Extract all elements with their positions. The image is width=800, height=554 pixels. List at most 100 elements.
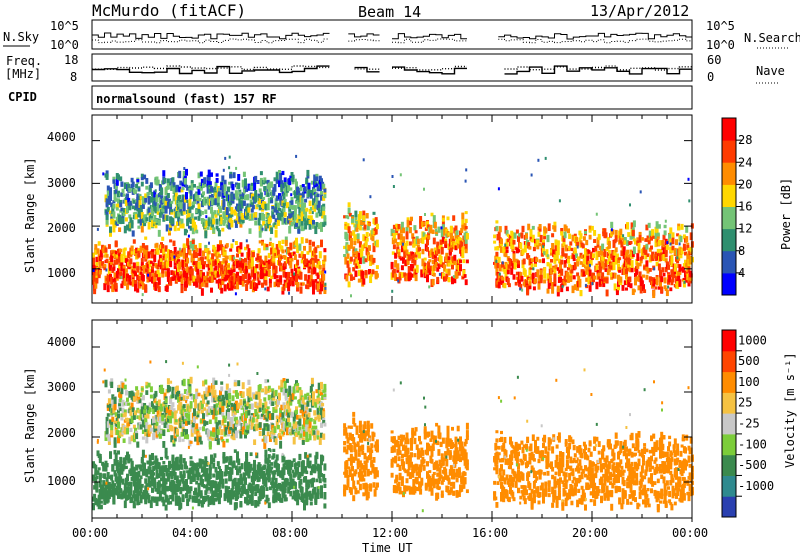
- echo-cell: [640, 280, 644, 285]
- echo-cell: [114, 198, 118, 202]
- echo-cell: [163, 422, 167, 429]
- echo-cell: [147, 207, 151, 214]
- echo-cell: [290, 200, 294, 205]
- echo-cell: [612, 262, 616, 271]
- echo-cell: [320, 485, 323, 493]
- echo-cell: [102, 491, 106, 496]
- echo-cell: [569, 241, 573, 246]
- echo-cell: [197, 189, 201, 195]
- echo-cell: [240, 463, 244, 470]
- echo-cell: [117, 387, 120, 393]
- echo-cell: [316, 186, 320, 192]
- echo-cell: [289, 465, 293, 470]
- echo-cell: [676, 259, 680, 264]
- echo-cell: [589, 263, 591, 267]
- echo-cell: [216, 461, 220, 467]
- echo-cell: [145, 470, 149, 478]
- echo-cell: [418, 252, 421, 258]
- echo-cell: [539, 234, 543, 243]
- echo-cell: [251, 279, 255, 285]
- echo-cell: [158, 388, 162, 393]
- echo-cell: [655, 276, 659, 283]
- echo-cell: [272, 496, 276, 504]
- echo-cell: [580, 255, 584, 259]
- echo-cell: [263, 243, 267, 251]
- echo-cell: [288, 482, 292, 490]
- echo-cell: [236, 271, 239, 278]
- echo-cell: [295, 154, 298, 158]
- echo-cell: [245, 458, 249, 466]
- echo-cell: [140, 212, 144, 220]
- echo-cell: [630, 260, 634, 268]
- echo-cell: [244, 272, 247, 280]
- echo-cell: [281, 288, 285, 295]
- echo-cell: [371, 269, 375, 275]
- echo-cell: [290, 193, 293, 197]
- echo-cell: [158, 471, 162, 477]
- echo-cell: [607, 243, 611, 248]
- echo-cell: [497, 281, 501, 289]
- echo-cell: [131, 392, 135, 399]
- echo-cell: [208, 499, 212, 506]
- echo-cell: [225, 207, 229, 216]
- echo-cell: [158, 496, 162, 501]
- echo-cell: [166, 418, 170, 423]
- echo-cell: [248, 275, 252, 280]
- echo-cell: [96, 248, 100, 254]
- echo-cell: [292, 458, 296, 463]
- echo-cell: [301, 495, 305, 503]
- echo-cell: [405, 240, 409, 246]
- echo-cell: [391, 251, 395, 255]
- echo-cell: [115, 270, 119, 279]
- echo-cell: [262, 487, 266, 491]
- echo-cell: [177, 196, 181, 204]
- echo-cell: [345, 215, 349, 219]
- echo-cell: [221, 227, 225, 232]
- echo-cell: [155, 469, 159, 474]
- echo-cell: [573, 262, 577, 270]
- echo-cell: [288, 459, 292, 468]
- echo-cell: [130, 220, 134, 225]
- echo-cell: [191, 239, 195, 244]
- echo-cell: [619, 228, 623, 236]
- echo-cell: [595, 251, 599, 255]
- echo-cell: [146, 267, 150, 275]
- echo-cell: [194, 244, 198, 250]
- echo-cell: [567, 228, 570, 234]
- echo-cell: [182, 268, 186, 272]
- echo-cell: [114, 186, 118, 194]
- echo-cell: [310, 180, 314, 185]
- echo-cell: [432, 273, 436, 277]
- echo-cell: [110, 474, 114, 481]
- echo-cell: [612, 255, 616, 264]
- echo-cell: [258, 230, 262, 238]
- echo-cell: [501, 280, 505, 285]
- echo-cell: [598, 245, 602, 250]
- echo-cell: [158, 254, 162, 260]
- echo-cell: [366, 225, 370, 231]
- echo-cell: [565, 286, 569, 292]
- echo-cell: [149, 500, 153, 509]
- echo-cell: [158, 432, 162, 439]
- echo-cell: [528, 281, 532, 290]
- echo-cell: [130, 402, 134, 410]
- echo-cell: [462, 246, 466, 250]
- echo-cell: [120, 470, 124, 475]
- echo-cell: [554, 245, 558, 254]
- echo-cell: [151, 487, 154, 493]
- echo-cell: [170, 253, 174, 258]
- echo-cell: [177, 213, 181, 222]
- echo-cell: [228, 221, 232, 230]
- echo-cell: [155, 219, 159, 224]
- echo-cell: [304, 220, 308, 225]
- freq-right-tick-top: 60: [707, 53, 721, 67]
- echo-cell: [237, 483, 241, 488]
- echo-cell: [144, 485, 148, 491]
- echo-cell: [629, 283, 633, 289]
- echo-cell: [293, 216, 297, 221]
- echo-cell: [310, 467, 314, 473]
- echo-cell: [200, 282, 204, 287]
- echo-cell: [114, 183, 118, 190]
- echo-cell: [654, 232, 658, 239]
- echo-cell: [127, 251, 131, 259]
